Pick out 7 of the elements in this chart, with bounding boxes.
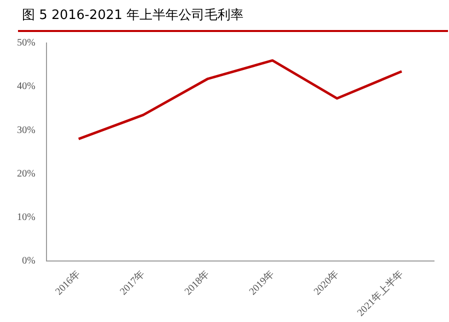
y-tick-label: 20% (16, 168, 36, 180)
y-tick-label: 0% (22, 256, 36, 267)
y-tick-label: 30% (16, 124, 36, 136)
chart-title: 图 5 2016-2021 年上半年公司毛利率 (21, 7, 245, 25)
y-tick-label: 10% (16, 212, 36, 224)
y-tick-label: 50% (16, 38, 36, 49)
y-tick-label: 40% (16, 81, 36, 92)
